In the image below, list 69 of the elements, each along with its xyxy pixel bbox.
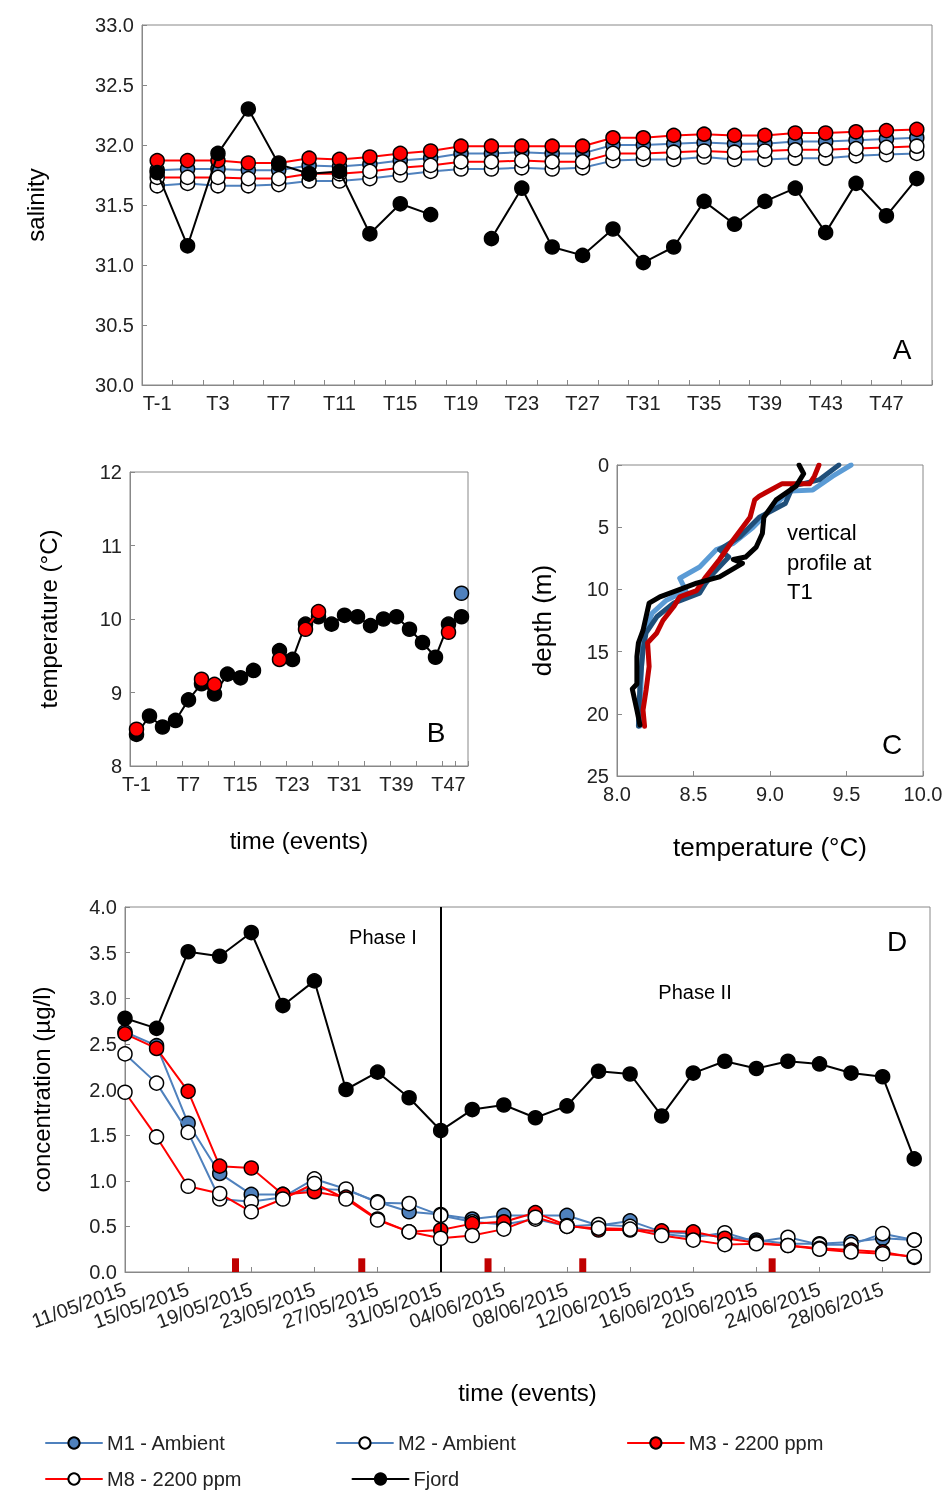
x-tick-label: T27 <box>565 392 600 414</box>
x-tick-label: T43 <box>808 392 843 414</box>
y-tick-label: 31.0 <box>95 254 134 276</box>
x-tick-label: 10.0 <box>903 783 943 805</box>
x-axis-title: temperature (°C) <box>673 832 867 862</box>
x-tick-label: T23 <box>504 392 540 414</box>
annotation: Phase II <box>658 979 732 1005</box>
y-tick-label: 8 <box>110 755 122 777</box>
x-tick-label: T19 <box>443 392 479 414</box>
x-axis-title: time (events) <box>458 1378 597 1406</box>
y-tick-label: 11 <box>101 534 122 557</box>
x-tick-label: T47 <box>431 773 466 795</box>
annotation: C <box>881 728 903 763</box>
y-tick-label: 12 <box>99 461 122 483</box>
y-axis-title: temperature (°C) <box>34 529 62 709</box>
y-tick-label: 10 <box>586 578 609 601</box>
x-tick-label: T3 <box>206 392 230 414</box>
x-tick-label: T15 <box>223 773 258 795</box>
legend-label: M8 - 2200 ppm <box>107 1468 242 1490</box>
y-tick-label: 3.5 <box>89 941 117 964</box>
y-tick-label: 0.5 <box>89 1215 117 1238</box>
legend-label: M2 - Ambient <box>397 1432 517 1454</box>
annotation: B <box>426 716 446 751</box>
x-tick-label: T7 <box>267 392 291 414</box>
x-tick-label: T11 <box>323 392 356 414</box>
x-tick-label: T35 <box>686 392 722 414</box>
legend-label: M3 - 2200 ppm <box>688 1432 824 1454</box>
x-tick-label: 9.0 <box>756 783 784 805</box>
x-tick-label: T15 <box>383 392 418 414</box>
annotation: vertical profile at T1 <box>787 519 873 607</box>
y-tick-label: 0 <box>597 454 609 476</box>
x-axis-title: time (events) <box>229 826 369 854</box>
y-tick-label: 15 <box>586 640 609 663</box>
x-tick-label: T-1 <box>122 773 151 795</box>
legend-label: Fjord <box>413 1468 460 1490</box>
y-tick-label: 32.5 <box>95 74 134 96</box>
y-tick-label: 10 <box>99 608 122 630</box>
x-tick-label: T31 <box>626 392 661 414</box>
y-tick-label: 30.0 <box>95 374 134 396</box>
x-tick-label: T7 <box>176 773 201 795</box>
y-tick-label: 9 <box>110 681 122 704</box>
y-tick-label: 32.0 <box>95 134 134 156</box>
x-tick-label: T39 <box>747 392 783 414</box>
y-tick-label: 31.5 <box>95 194 134 216</box>
y-tick-label: 3.0 <box>89 987 117 1010</box>
y-tick-label: 5 <box>597 516 609 539</box>
y-axis-title: depth (m) <box>527 564 557 677</box>
x-tick-label: T23 <box>275 773 310 795</box>
y-tick-label: 1.0 <box>89 1169 117 1192</box>
y-axis-title: salinity <box>21 168 49 242</box>
y-axis-title: concentration (µg/l) <box>27 986 55 1193</box>
annotation: D <box>886 925 908 960</box>
x-tick-label: 9.5 <box>832 783 861 805</box>
annotation: Phase I <box>349 924 417 950</box>
y-tick-label: 2.0 <box>89 1078 117 1101</box>
x-tick-label: T39 <box>379 773 414 795</box>
y-tick-label: 30.5 <box>95 314 134 336</box>
y-tick-label: 20 <box>586 702 609 725</box>
y-tick-label: 2.5 <box>89 1032 117 1055</box>
x-tick-label: 8.5 <box>679 783 708 805</box>
x-tick-label: T31 <box>327 773 362 795</box>
legend-label: M1 - Ambient <box>107 1432 226 1454</box>
y-tick-label: 4.0 <box>89 896 117 918</box>
x-tick-label: T47 <box>869 392 904 414</box>
y-tick-label: 33.0 <box>95 14 134 36</box>
y-tick-label: 0.0 <box>89 1261 117 1283</box>
annotation: A <box>892 333 912 368</box>
y-tick-label: 1.5 <box>89 1124 117 1147</box>
x-tick-label: T-1 <box>142 392 172 414</box>
